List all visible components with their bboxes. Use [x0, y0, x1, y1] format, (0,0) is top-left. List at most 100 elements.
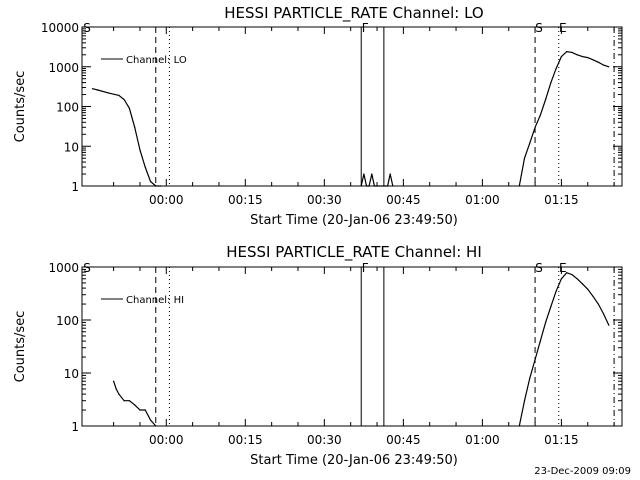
x-tick-label: 01:00 [465, 433, 500, 447]
hi-channel-panel: HESSI PARTICLE_RATE Channel: HI Counts/se… [13, 243, 623, 468]
data-point [360, 185, 362, 187]
y-tick-label: 10 [64, 367, 79, 381]
y-tick-label: 10 [64, 140, 79, 154]
data-point [155, 425, 157, 427]
data-point [115, 388, 117, 390]
data-point [144, 166, 146, 168]
data-point [592, 295, 594, 297]
data-point [597, 303, 599, 305]
data-point [155, 185, 157, 187]
y-axis-label: Counts/sec [13, 311, 28, 383]
data-point [149, 419, 152, 421]
data-point [545, 98, 547, 101]
data-point [560, 278, 563, 280]
footer-date: 23-Dec-2009 09:09 [534, 466, 631, 477]
data-point [128, 107, 130, 109]
data-point [603, 313, 605, 315]
data-point [576, 54, 578, 56]
time-marker-label: E [559, 21, 567, 35]
x-tick-label: 00:30 [307, 433, 342, 447]
time-marker-label: F [362, 261, 369, 275]
data-point [128, 400, 130, 402]
data-point [550, 305, 552, 308]
data-point [587, 288, 589, 290]
x-tick-label: 00:30 [307, 193, 342, 207]
time-marker-label: S [83, 261, 91, 275]
data-point [118, 94, 120, 96]
time-marker-label: S [535, 261, 543, 275]
data-point [389, 173, 391, 175]
data-point [608, 66, 610, 68]
data-point [571, 274, 573, 276]
time-marker-label: S [83, 21, 91, 35]
data-point [123, 98, 125, 101]
data-point [371, 173, 373, 175]
x-tick-label: 00:15 [228, 193, 263, 207]
data-point [118, 393, 120, 395]
data-point [139, 149, 141, 151]
y-tick-label: 1 [71, 180, 79, 194]
y-axis-label: Counts/sec [13, 71, 28, 143]
data-point [534, 358, 536, 361]
time-marker-label: E [559, 261, 567, 275]
data-point [365, 185, 368, 187]
x-tick-label: 01:15 [544, 193, 579, 207]
data-point [123, 400, 125, 402]
data-point [529, 377, 531, 379]
series-line [92, 50, 609, 187]
data-point [539, 114, 541, 116]
data-point [603, 64, 605, 66]
data-point [373, 185, 375, 187]
data-point [545, 321, 547, 323]
data-point [529, 142, 531, 144]
x-tick-label: 00:45 [386, 193, 421, 207]
data-point [555, 290, 557, 292]
data-point [555, 68, 557, 70]
data-point [566, 51, 568, 53]
y-tick-label: 100 [56, 101, 79, 115]
data-point [134, 404, 136, 406]
data-point [392, 185, 394, 187]
data-point [581, 283, 584, 285]
data-point [550, 82, 552, 84]
data-point [134, 126, 136, 128]
x-tick-label: 01:15 [544, 433, 579, 447]
data-point [592, 59, 594, 61]
plot-frame [81, 26, 623, 187]
y-tick-label: 1000 [48, 61, 79, 75]
time-marker-label: S [535, 21, 543, 35]
data-point [581, 56, 584, 58]
data-point [518, 425, 520, 427]
x-tick-label: 00:00 [149, 193, 184, 207]
x-axis-label: Start Time (20-Jan-06 23:49:50) [250, 213, 458, 228]
lo-channel-panel: HESSI PARTICLE_RATE Channel: LO Counts/se… [13, 4, 623, 228]
data-point [107, 92, 109, 94]
data-point [534, 126, 536, 128]
chart-title: HESSI PARTICLE_RATE Channel: HI [226, 243, 482, 262]
y-tick-label: 10000 [41, 21, 79, 35]
data-point [368, 185, 370, 187]
data-point [523, 157, 526, 159]
y-tick-label: 100 [56, 314, 79, 328]
data-point [608, 324, 610, 326]
x-tick-label: 00:45 [386, 433, 421, 447]
data-point [113, 380, 115, 382]
data-point [160, 185, 162, 187]
data-point [518, 185, 520, 187]
data-point [139, 409, 141, 411]
data-point [597, 61, 599, 63]
data-point [523, 400, 526, 402]
time-marker-label: F [362, 21, 369, 35]
series-line [113, 271, 610, 427]
data-point [144, 409, 146, 411]
x-axis-label: Start Time (20-Jan-06 23:49:50) [250, 453, 458, 468]
data-point [387, 185, 389, 187]
legend-entry: Channel: LO [126, 55, 187, 66]
data-point [539, 340, 541, 342]
data-point [587, 57, 589, 59]
data-point [566, 272, 568, 274]
data-point [571, 51, 573, 54]
x-tick-label: 00:15 [228, 433, 263, 447]
chart-title: HESSI PARTICLE_RATE Channel: LO [224, 4, 483, 23]
